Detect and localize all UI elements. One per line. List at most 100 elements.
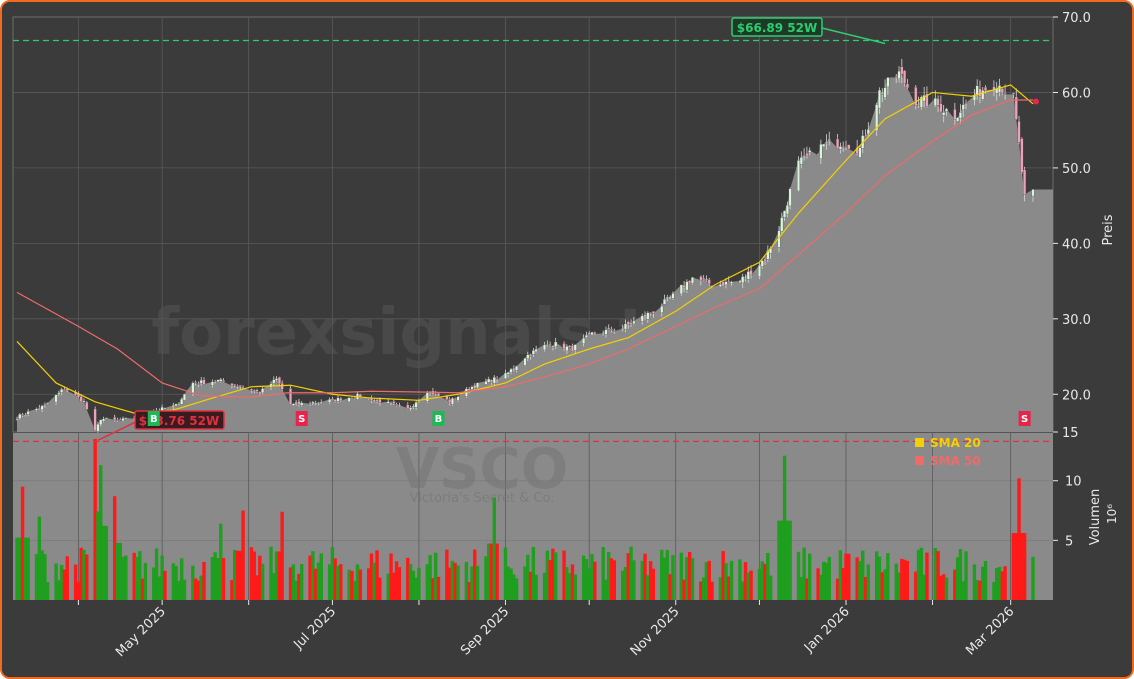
candle-up — [760, 260, 764, 267]
signal-label: S — [1021, 414, 1028, 425]
volume-bar-down — [389, 553, 393, 600]
candle-up — [808, 150, 812, 153]
volume-bar-up — [883, 569, 887, 600]
volume-bar-up — [955, 557, 960, 600]
signal-label: B — [150, 414, 158, 425]
candle-down — [903, 70, 907, 84]
candle-up — [875, 104, 879, 131]
volume-bar-down — [763, 563, 767, 600]
volume-bar-up — [944, 577, 949, 600]
candle-up — [660, 306, 664, 313]
price-tick-label: 70.0 — [1062, 11, 1091, 26]
candle-up — [744, 277, 747, 279]
candle-up — [838, 146, 842, 150]
volume-bar-down — [1022, 533, 1027, 600]
candle-up — [543, 344, 546, 351]
volume-bar-up — [785, 520, 790, 600]
candle-up — [685, 281, 689, 291]
price-tick-label: 15 — [1062, 426, 1079, 441]
volume-bar-up — [660, 549, 664, 600]
candle-up — [956, 117, 960, 122]
volume-bar-down — [648, 561, 653, 600]
candle-down — [252, 389, 256, 392]
volume-bar-up — [372, 562, 376, 600]
volume-bar-down — [1020, 533, 1024, 600]
volume-bar-up — [121, 556, 125, 600]
candle-down — [512, 367, 516, 370]
volume-tick-label: 10 — [1065, 475, 1082, 490]
volume-bar-up — [565, 567, 569, 600]
volume-bar-down — [249, 547, 254, 600]
volume-bar-up — [272, 573, 276, 600]
volume-bar-up — [233, 549, 237, 600]
volume-bar-down — [277, 551, 282, 600]
candle-down — [816, 153, 820, 156]
volume-bar-up — [470, 566, 474, 600]
candle-down — [894, 76, 898, 78]
candle-down — [392, 401, 396, 404]
candle-down — [529, 354, 533, 357]
candle-up — [506, 372, 510, 375]
sma-lines — [16, 84, 1039, 414]
candle-down — [610, 328, 613, 331]
candle-down — [925, 93, 929, 107]
volume-bar-down — [710, 581, 714, 600]
candle-up — [261, 388, 265, 394]
volume-bar-up — [757, 568, 762, 600]
candle-down — [495, 378, 499, 380]
legend-swatch-sma20 — [915, 438, 924, 447]
candle-down — [194, 382, 198, 384]
volume-bar-up — [780, 520, 784, 600]
candle-down — [682, 285, 686, 288]
volume-axis-unit: 10⁶ — [1105, 504, 1119, 524]
volume-bar-up — [821, 561, 826, 600]
candle-down — [333, 399, 337, 402]
volume-bar-down — [570, 564, 575, 600]
candle-up — [82, 400, 86, 403]
candle-down — [85, 401, 89, 410]
volume-bar-down — [805, 578, 809, 600]
candle-up — [582, 338, 586, 344]
candle-down — [437, 393, 440, 397]
volume-bar-down — [562, 550, 566, 600]
candle-down — [562, 343, 566, 350]
volume-bar-up — [191, 565, 195, 600]
volume-bar-down — [863, 577, 868, 600]
candle-down — [593, 332, 597, 335]
volume-bar-up — [827, 556, 831, 600]
volume-bar-up — [428, 555, 432, 600]
volume-bar-down — [939, 575, 943, 600]
volume-bar-up — [319, 553, 323, 600]
candle-down — [113, 417, 117, 421]
candle-down — [202, 379, 206, 385]
candle-down — [308, 402, 312, 405]
candle-down — [395, 403, 399, 406]
volume-bar-down — [252, 551, 256, 600]
volume-bar-up — [975, 580, 979, 600]
candle-up — [783, 210, 787, 218]
candle-down — [118, 419, 122, 421]
volume-bar-down — [375, 550, 379, 600]
volume-bar-up — [983, 560, 988, 600]
candle-down — [548, 344, 552, 346]
volume-bar-down — [1003, 566, 1007, 600]
volume-bar-up — [808, 553, 812, 600]
candle-up — [210, 381, 214, 386]
candle-up — [414, 402, 418, 408]
volume-bar-up — [219, 523, 223, 600]
volume-bar-up — [59, 565, 64, 600]
candle-up — [317, 402, 320, 404]
candle-up — [866, 129, 870, 135]
volume-bar-up — [897, 572, 901, 600]
candle-up — [646, 312, 650, 320]
candle-up — [425, 392, 429, 402]
candle-down — [289, 388, 292, 405]
volume-bar-down — [358, 569, 363, 600]
volume-bar-up — [802, 547, 806, 600]
volume-axis-label: Volumen — [1088, 489, 1103, 546]
volume-bar-up — [724, 563, 728, 600]
candle-up — [434, 393, 438, 395]
watermark-company: Victoria's Secret & Co. — [410, 491, 555, 506]
volume-bar-down — [699, 581, 703, 600]
